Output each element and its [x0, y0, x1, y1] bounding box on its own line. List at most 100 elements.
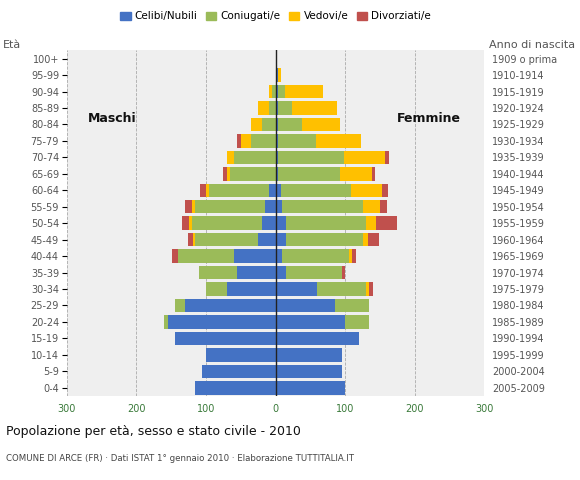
- Bar: [344, 151, 386, 164]
- Bar: [258, 233, 276, 246]
- Bar: [178, 250, 234, 263]
- Bar: [265, 200, 276, 214]
- Bar: [349, 250, 352, 263]
- Bar: [276, 365, 342, 378]
- Bar: [195, 200, 265, 214]
- Bar: [276, 348, 342, 361]
- Bar: [282, 200, 362, 214]
- Bar: [351, 183, 382, 197]
- Bar: [276, 118, 278, 131]
- Bar: [251, 134, 276, 148]
- Bar: [276, 299, 335, 312]
- Bar: [286, 233, 362, 246]
- Bar: [276, 183, 281, 197]
- Bar: [276, 200, 282, 214]
- Bar: [278, 101, 292, 115]
- Bar: [376, 216, 397, 230]
- Bar: [286, 266, 342, 279]
- Bar: [251, 118, 262, 131]
- Bar: [276, 233, 286, 246]
- Bar: [366, 282, 369, 296]
- Text: Maschi: Maschi: [88, 112, 136, 125]
- Bar: [276, 151, 278, 164]
- Bar: [362, 200, 380, 214]
- Text: Popolazione per età, sesso e stato civile - 2010: Popolazione per età, sesso e stato civil…: [6, 425, 300, 438]
- Bar: [278, 118, 302, 131]
- Bar: [269, 183, 276, 197]
- Bar: [276, 134, 278, 148]
- Bar: [340, 167, 372, 180]
- Legend: Celibi/Nubili, Coniugati/e, Vedovi/e, Divorziati/e: Celibi/Nubili, Coniugati/e, Vedovi/e, Di…: [116, 7, 435, 25]
- Bar: [276, 381, 345, 395]
- Bar: [193, 233, 195, 246]
- Bar: [276, 216, 286, 230]
- Bar: [200, 183, 206, 197]
- Bar: [276, 332, 359, 345]
- Bar: [342, 266, 345, 279]
- Bar: [199, 266, 237, 279]
- Bar: [382, 183, 387, 197]
- Bar: [369, 282, 373, 296]
- Bar: [172, 250, 178, 263]
- Bar: [276, 315, 345, 329]
- Text: Età: Età: [3, 40, 21, 50]
- Bar: [202, 365, 276, 378]
- Bar: [188, 233, 193, 246]
- Bar: [192, 200, 195, 214]
- Bar: [335, 299, 369, 312]
- Bar: [262, 118, 275, 131]
- Bar: [386, 151, 389, 164]
- Bar: [362, 233, 368, 246]
- Bar: [188, 216, 192, 230]
- Bar: [302, 118, 340, 131]
- Bar: [168, 315, 276, 329]
- Bar: [281, 183, 351, 197]
- Bar: [272, 85, 276, 98]
- Text: Femmine: Femmine: [397, 112, 461, 125]
- Bar: [237, 266, 276, 279]
- Bar: [230, 167, 276, 180]
- Bar: [234, 250, 276, 263]
- Bar: [278, 151, 344, 164]
- Bar: [276, 282, 317, 296]
- Bar: [286, 216, 366, 230]
- Bar: [278, 85, 285, 98]
- Bar: [380, 200, 387, 214]
- Bar: [276, 68, 278, 82]
- Bar: [282, 250, 349, 263]
- Bar: [227, 282, 276, 296]
- Bar: [352, 250, 356, 263]
- Bar: [316, 134, 361, 148]
- Bar: [182, 216, 188, 230]
- Bar: [175, 332, 276, 345]
- Bar: [278, 167, 340, 180]
- Bar: [209, 183, 269, 197]
- Bar: [185, 200, 192, 214]
- Bar: [192, 216, 262, 230]
- Bar: [276, 266, 286, 279]
- Bar: [276, 250, 282, 263]
- Bar: [285, 85, 323, 98]
- Bar: [206, 183, 209, 197]
- Bar: [241, 134, 251, 148]
- Bar: [372, 167, 375, 180]
- Bar: [278, 134, 316, 148]
- Bar: [227, 167, 230, 180]
- Bar: [185, 299, 276, 312]
- Bar: [195, 233, 258, 246]
- Bar: [276, 101, 278, 115]
- Bar: [276, 167, 278, 180]
- Bar: [276, 85, 278, 98]
- Bar: [278, 68, 281, 82]
- Bar: [223, 167, 227, 180]
- Bar: [368, 233, 379, 246]
- Text: COMUNE DI ARCE (FR) · Dati ISTAT 1° gennaio 2010 · Elaborazione TUTTITALIA.IT: COMUNE DI ARCE (FR) · Dati ISTAT 1° genn…: [6, 454, 354, 463]
- Bar: [206, 348, 276, 361]
- Bar: [227, 151, 234, 164]
- Bar: [262, 216, 275, 230]
- Bar: [292, 101, 337, 115]
- Bar: [269, 101, 276, 115]
- Bar: [206, 282, 227, 296]
- Bar: [234, 151, 276, 164]
- Bar: [175, 299, 185, 312]
